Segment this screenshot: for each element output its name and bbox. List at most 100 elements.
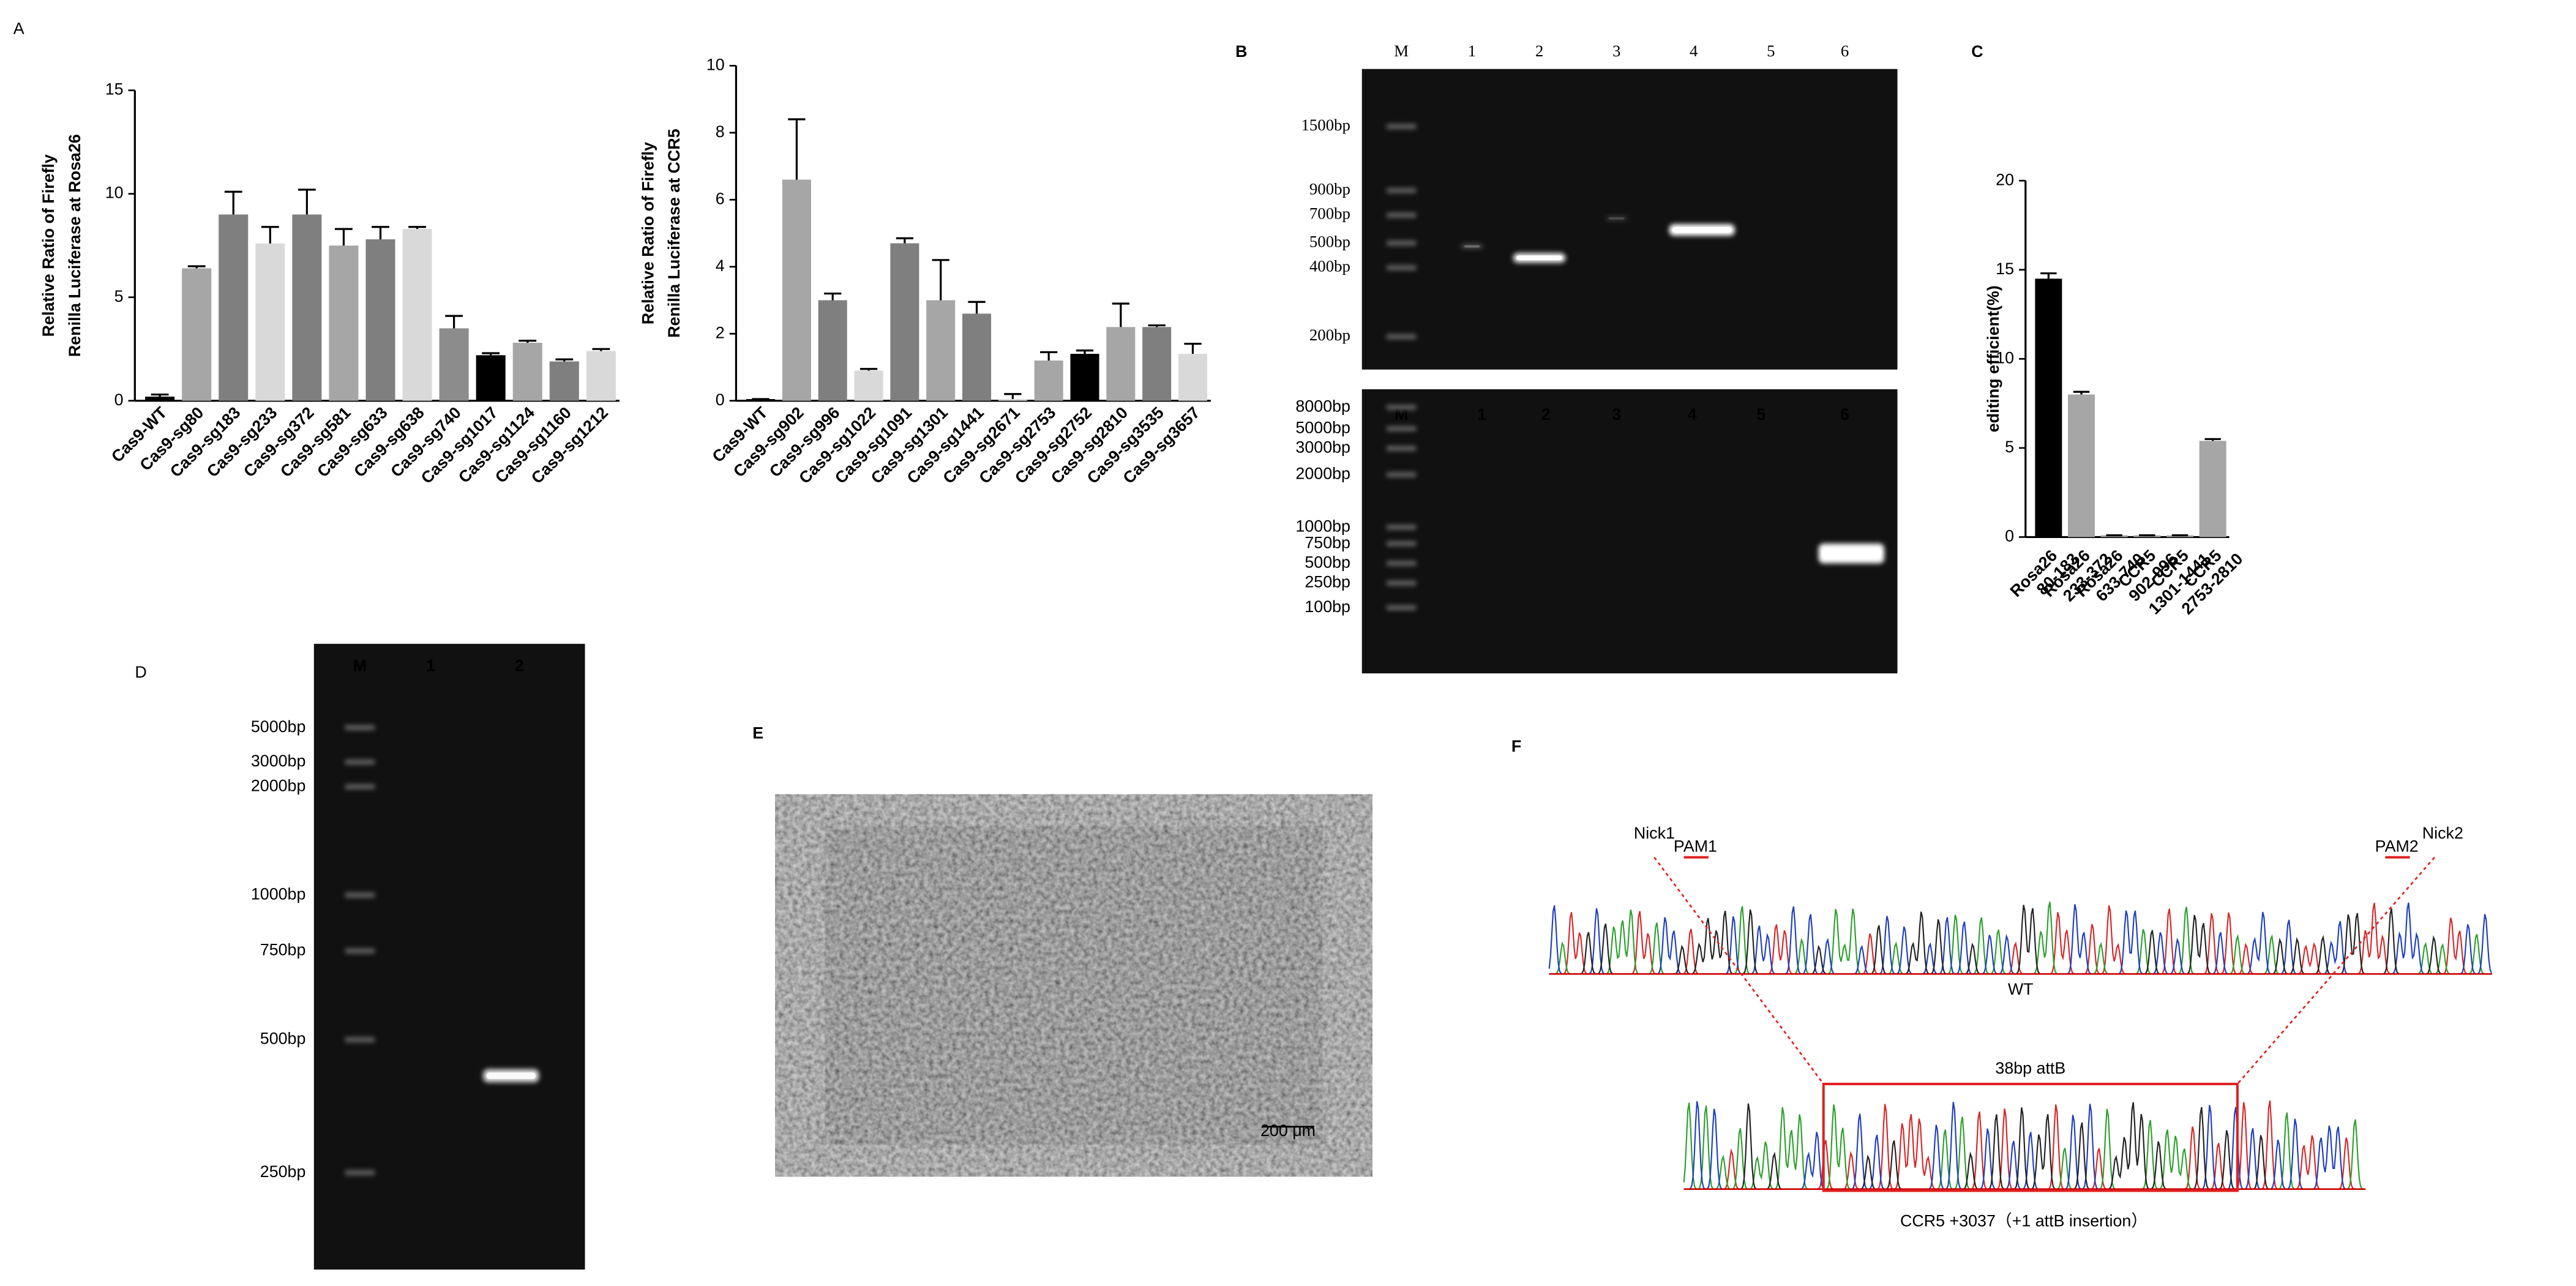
ladder-band <box>1386 124 1417 129</box>
bar <box>549 361 579 401</box>
bar <box>219 214 249 401</box>
y-tick-label: 5 <box>2005 438 2014 456</box>
panel-label: A <box>13 19 24 37</box>
bar <box>292 214 322 401</box>
lane-label: 5 <box>1767 42 1775 60</box>
y-tick-label: 4 <box>716 256 725 275</box>
bar <box>926 300 956 401</box>
nick-label: Nick1 <box>1634 824 1675 842</box>
ladder-band <box>345 892 375 898</box>
lane-label: 4 <box>1690 42 1698 60</box>
ladder-label: 900bp <box>1309 179 1350 198</box>
ladder-band <box>1386 605 1417 610</box>
chromatogram-trace <box>1549 905 2492 975</box>
y-tick-label: 0 <box>114 391 124 409</box>
panel-label: E <box>752 724 763 742</box>
nick-connector <box>1653 856 1824 1085</box>
ladder-label: 250bp <box>260 1162 306 1181</box>
caption: CCR5 +3037（+1 attB insertion） <box>1900 1211 2147 1230</box>
bar <box>1142 327 1172 401</box>
gel-image <box>313 643 585 1270</box>
ladder-band <box>345 760 375 765</box>
bar <box>818 300 847 401</box>
y-tick-label: 5 <box>114 287 124 305</box>
ladder-label: 500bp <box>1305 553 1350 571</box>
bar <box>1034 361 1063 401</box>
insert-box <box>1822 1082 2239 1192</box>
ladder-label: 8000bp <box>1295 397 1350 416</box>
trace-label: WT <box>2008 980 2034 998</box>
gel-band <box>1516 255 1563 261</box>
y-tick-label: 6 <box>716 189 725 207</box>
lane-label: 2 <box>515 657 524 675</box>
ladder-label: 400bp <box>1309 257 1350 275</box>
ladder-label: 1500bp <box>1301 116 1350 134</box>
lane-label: 4 <box>1688 405 1697 424</box>
y-tick-label: 10 <box>105 184 124 202</box>
ladder-band <box>1386 541 1417 547</box>
gel-band <box>486 1072 536 1079</box>
lane-label: 1 <box>426 657 435 675</box>
ladder-band <box>1386 265 1417 271</box>
gel-band <box>1608 217 1625 220</box>
scale-label: 200 μm <box>1260 1121 1316 1140</box>
bar <box>1178 354 1208 401</box>
y-axis-label: Renilla Luciferase at Rosa26 <box>66 134 84 357</box>
ladder-label: 500bp <box>1309 232 1350 250</box>
ladder-band <box>1386 334 1417 340</box>
y-tick-label: 0 <box>2005 527 2014 545</box>
pam-label: PAM2 <box>2375 837 2419 856</box>
ladder-band <box>1386 426 1417 432</box>
bar <box>476 355 506 401</box>
y-tick-label: 8 <box>716 122 725 141</box>
insert-label: 38bp attB <box>1995 1059 2065 1077</box>
lane-label: 2 <box>1541 405 1551 424</box>
ladder-label: 5000bp <box>1295 418 1350 436</box>
ladder-band <box>345 725 375 730</box>
microscopy-image <box>825 826 1323 1145</box>
ladder-label: 700bp <box>1309 204 1350 223</box>
ladder-label: 200bp <box>1309 326 1350 344</box>
bar <box>255 243 285 401</box>
gel-band <box>1822 548 1881 559</box>
bar <box>512 343 542 401</box>
panel-label: F <box>1511 737 1521 755</box>
bar <box>962 313 992 401</box>
bar <box>2035 279 2062 537</box>
bar <box>182 268 212 401</box>
ladder-band <box>345 948 375 954</box>
y-tick-label: 10 <box>706 55 725 73</box>
ladder-label: 2000bp <box>251 776 306 794</box>
ladder-label: 1000bp <box>251 884 306 903</box>
ladder-band <box>1386 212 1417 218</box>
gel-image <box>1361 389 1898 674</box>
lane-label: M <box>353 657 367 675</box>
bar <box>890 243 919 401</box>
bar <box>782 179 811 401</box>
ladder-band <box>1386 241 1417 246</box>
panel-label: D <box>135 663 146 681</box>
ladder-band <box>1386 561 1417 566</box>
ladder-band <box>1386 472 1417 477</box>
y-tick-label: 0 <box>716 391 725 409</box>
bar <box>402 229 432 401</box>
ladder-label: 750bp <box>260 941 306 959</box>
lane-label: 1 <box>1468 42 1476 60</box>
gel-band-glow <box>1604 215 1628 221</box>
nick-label: Nick2 <box>2422 824 2463 842</box>
y-axis-label: Renilla Luciferase at CCR5 <box>665 129 683 338</box>
ladder-label: 3000bp <box>251 752 306 770</box>
lane-label: 6 <box>1841 42 1849 60</box>
ladder-band <box>1386 446 1417 451</box>
bar <box>145 396 175 401</box>
ladder-label: 250bp <box>1305 573 1350 591</box>
ladder-band <box>345 1037 375 1042</box>
ladder-label: 750bp <box>1305 533 1350 551</box>
y-axis-label: Relative Ratio of Firefly <box>39 154 58 337</box>
lane-label: 3 <box>1612 405 1621 424</box>
nick-connector <box>2236 856 2435 1085</box>
lane-label: 3 <box>1612 42 1620 60</box>
lane-label: 5 <box>1756 405 1765 424</box>
